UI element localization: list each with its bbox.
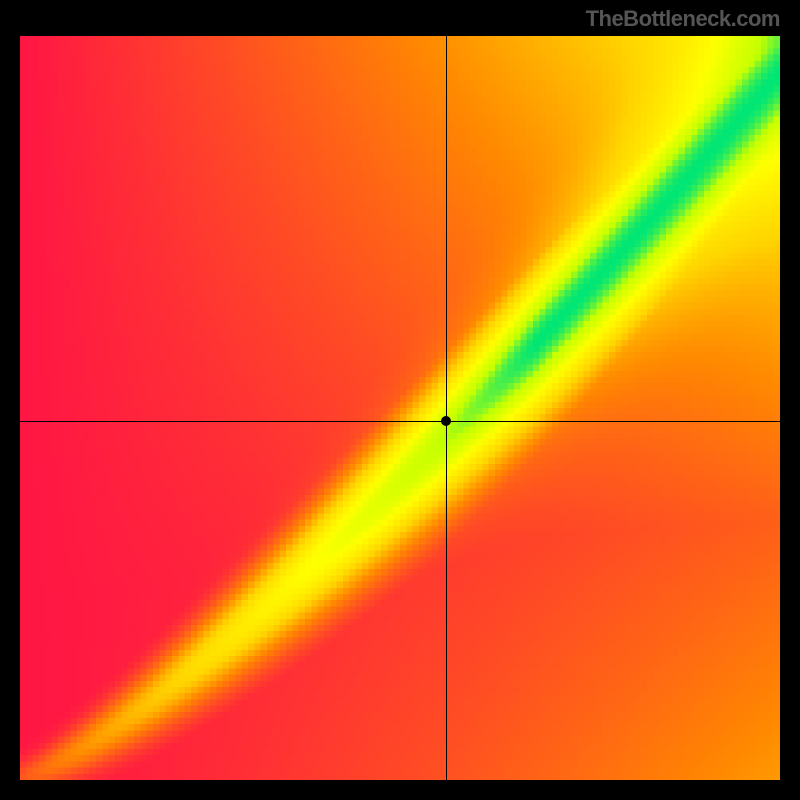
chart-frame: TheBottleneck.com [0,0,800,800]
crosshair-marker [441,416,451,426]
crosshair-horizontal [20,421,780,422]
attribution-text: TheBottleneck.com [586,6,780,32]
heatmap-plot [20,36,780,780]
crosshair-vertical [446,36,447,780]
heatmap-canvas [20,36,780,780]
